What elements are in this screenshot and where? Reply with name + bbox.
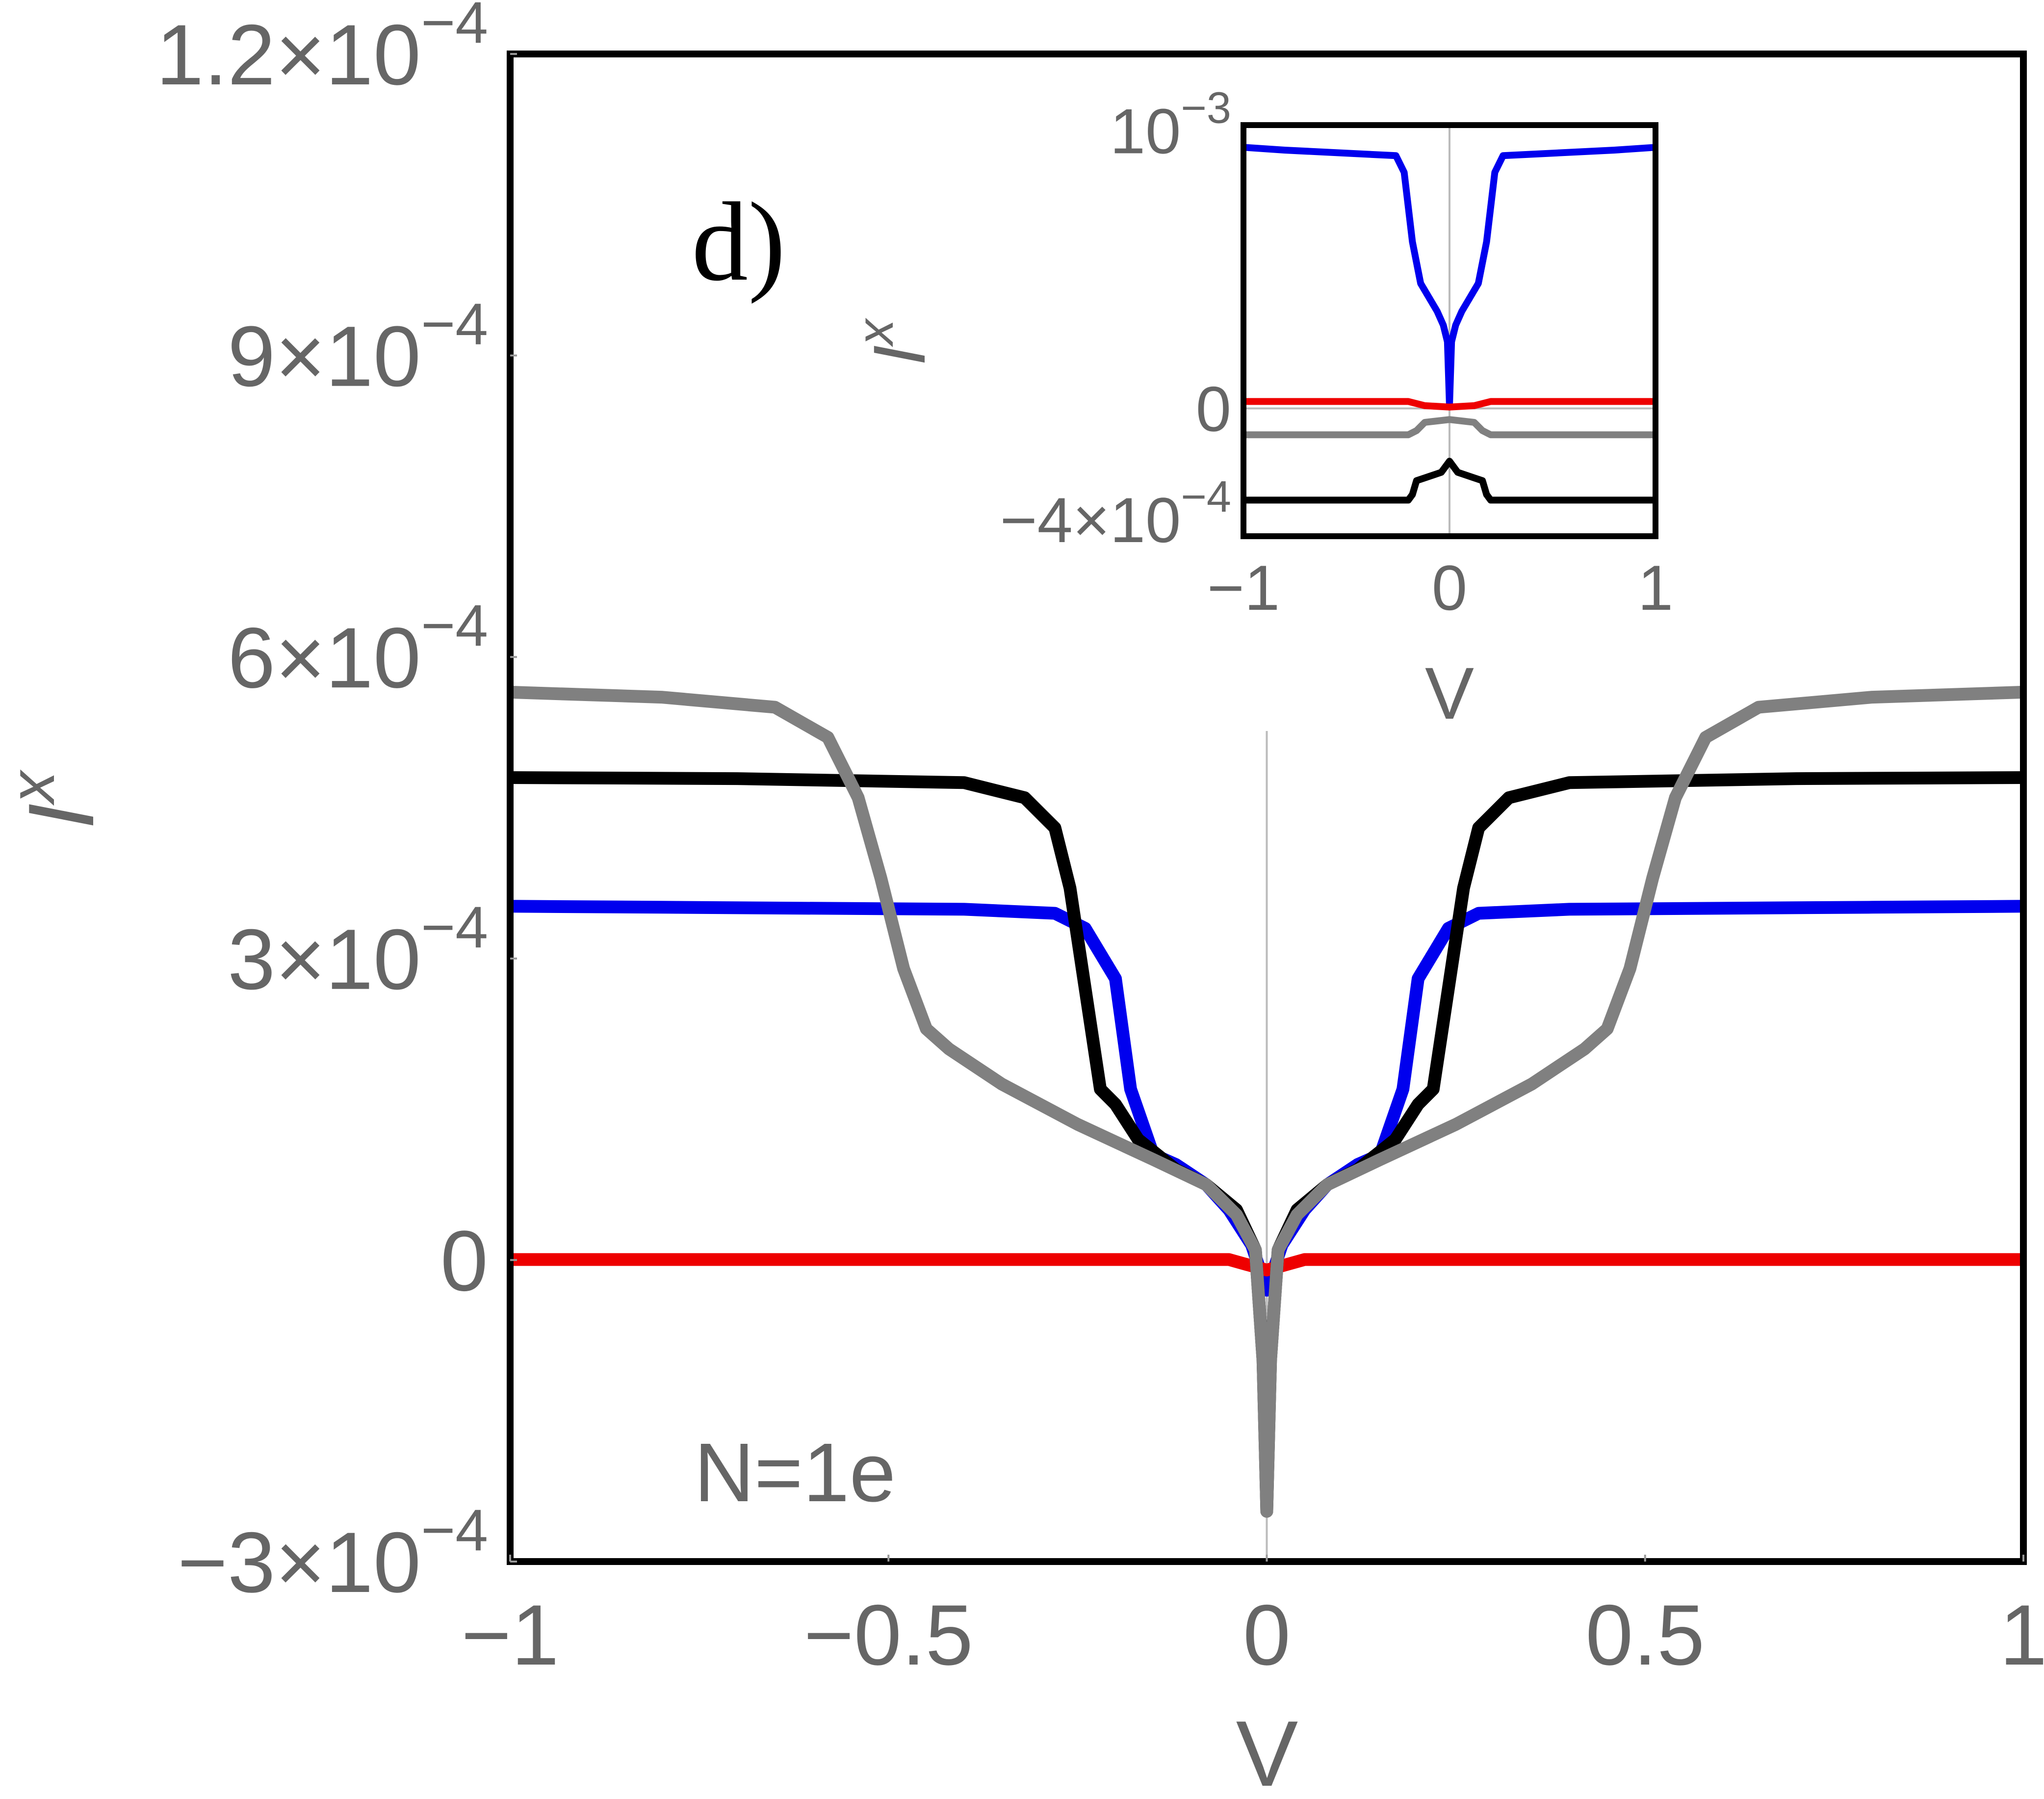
inset-series-group [1243, 144, 1656, 504]
inset-y-axis-label-base: I [858, 345, 940, 365]
main-y-tick-label: 6×10−4 [228, 593, 488, 706]
main-x-tick-label: 0 [1243, 1588, 1291, 1683]
inset-series-gray-line [1243, 416, 1656, 439]
main-y-tick-label-exponent: −4 [421, 291, 488, 357]
inset-y-tick-labels: −4×10−4 0 10−3 [1000, 83, 1231, 556]
main-y-tick-labels: −3×10−403×10−46×10−49×10−41.2×10−4 [156, 0, 488, 1611]
inset-x-tick-label: −1 [1207, 552, 1280, 624]
inset-y-tick-label: 10−3 [1110, 83, 1231, 167]
inset-y-tick-label-exponent: −4 [1181, 472, 1231, 521]
main-y-tick-label-base: 1.2×10 [156, 7, 421, 103]
main-y-tick-label-exponent: −4 [421, 0, 488, 55]
main-y-tick-label-base: 6×10 [228, 610, 421, 706]
main-x-tick-label: −0.5 [804, 1588, 973, 1683]
main-x-tick-labels: −1 −0.5 0 0.5 1 [461, 1588, 2044, 1683]
main-y-tick-label-base: 3×10 [228, 912, 421, 1008]
inset-x-tick-label: 1 [1638, 552, 1673, 624]
inset-x-tick-label: 0 [1432, 552, 1467, 624]
inset-y-tick-label-base: 0 [1196, 373, 1231, 445]
main-y-tick-label-exponent: −4 [421, 1497, 488, 1563]
main-x-axis-label: V [1236, 1702, 1298, 1799]
main-y-axis-label-base: I [9, 803, 113, 829]
main-y-axis-label-superscript: x [0, 769, 68, 806]
main-series-gray-line [510, 685, 2024, 1518]
main-x-tick-label: 1 [1999, 1588, 2044, 1683]
main-y-tick-label-base: −3×10 [178, 1515, 421, 1611]
inset-plot-frame [1241, 122, 1658, 539]
main-y-tick-label: −3×10−4 [178, 1497, 488, 1611]
inset-y-tick-label-base: −4×10 [1000, 484, 1181, 556]
inset-x-axis-label: V [1425, 652, 1474, 734]
main-series-group [510, 685, 2024, 1518]
inset-series-black-line [1243, 458, 1656, 504]
main-y-tick-label-exponent: −4 [421, 894, 488, 960]
main-y-tick-label: 9×10−4 [228, 291, 488, 405]
inset-chart: −4×10−4 0 10−3 −1 0 1 V Ix [847, 83, 1673, 734]
main-y-tick-label: 0 [440, 1213, 488, 1309]
main-y-axis-label: Ix [0, 769, 113, 829]
panel-label: d) [692, 179, 786, 304]
main-x-tick-label: 0.5 [1585, 1588, 1705, 1683]
inset-y-tick-label: −4×10−4 [1000, 472, 1231, 556]
inset-y-tick-label: 0 [1196, 373, 1231, 445]
main-ticks [509, 53, 2024, 1563]
annotation-label: N=1e [694, 1426, 896, 1519]
main-y-tick-label-exponent: −4 [421, 593, 488, 658]
inset-y-tick-label-base: 10 [1110, 95, 1181, 167]
main-y-tick-label-base: 0 [440, 1213, 488, 1309]
main-series-red-line [510, 1253, 2023, 1277]
main-series-blue-line [510, 900, 2024, 1297]
inset-y-axis-label-superscript: x [847, 317, 904, 347]
main-y-tick-label-base: 9×10 [228, 309, 421, 405]
inset-y-axis-label: Ix [847, 317, 940, 365]
inset-series-red-line [1243, 398, 1656, 411]
main-y-tick-label: 3×10−4 [228, 894, 488, 1008]
main-y-tick-label: 1.2×10−4 [156, 0, 488, 103]
inset-y-tick-label-exponent: −3 [1181, 83, 1231, 132]
inset-x-tick-labels: −1 0 1 [1207, 552, 1673, 624]
main-x-tick-label: −1 [461, 1588, 559, 1683]
